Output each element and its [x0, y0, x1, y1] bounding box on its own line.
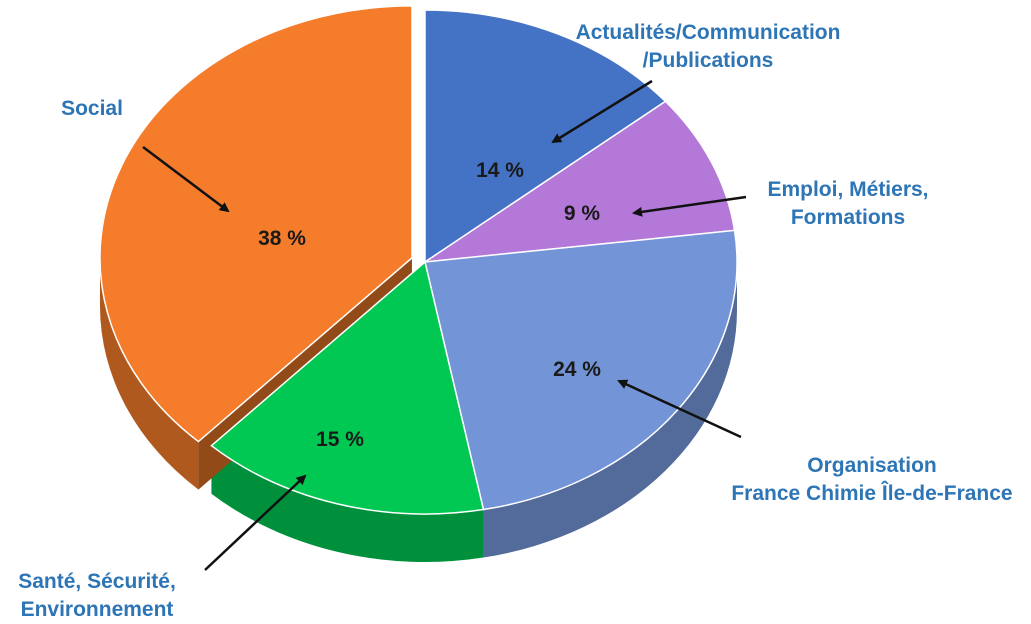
pie-slices: [99, 5, 738, 515]
pie-side-3: [211, 445, 484, 562]
pie-slice-4: [99, 5, 413, 443]
category-label-line: /Publications: [643, 49, 774, 72]
label-arrows: [142, 79, 747, 571]
percent-label-3: 15 %: [316, 428, 364, 451]
category-label-line: Environnement: [21, 598, 174, 621]
category-label-3: Santé, Sécurité, Environnement: [18, 570, 176, 621]
category-label-line: Santé, Sécurité,: [18, 570, 176, 593]
percent-label-0: 14 %: [476, 159, 524, 182]
label-arrow-4: [142, 146, 230, 213]
category-label-4: Social: [61, 97, 123, 120]
category-label-line: Social: [61, 97, 123, 120]
label-arrow-3: [204, 474, 307, 571]
pie-side-2: [483, 262, 737, 558]
pie-slice-0: [424, 9, 667, 264]
category-label-line: Emploi, Métiers,: [767, 178, 928, 201]
label-arrow-1: [632, 195, 747, 217]
pie-slice-3: [210, 260, 485, 515]
category-labels: Actualités/Communication/Publications Emp…: [18, 21, 1012, 621]
percent-label-4: 38 %: [258, 227, 306, 250]
pie-slice-2: [424, 229, 738, 511]
category-label-line: Organisation: [807, 454, 937, 477]
percent-label-2: 24 %: [553, 358, 601, 381]
category-label-1: Emploi, Métiers, Formations: [767, 178, 928, 229]
category-label-line: Formations: [791, 206, 905, 229]
percent-label-1: 9 %: [564, 202, 601, 225]
label-arrow-2: [617, 379, 742, 439]
pie-slice-1: [424, 100, 736, 263]
label-arrow-0: [551, 79, 653, 144]
pie-side-4: [99, 257, 199, 490]
percent-labels: 14 % 9 % 24 % 15 % 38 %: [258, 159, 601, 451]
category-label-line: Actualités/Communication: [576, 21, 841, 44]
category-label-2: Organisation France Chimie Île-de-France: [731, 454, 1012, 505]
category-label-line: France Chimie Île-de-France: [731, 481, 1012, 505]
category-label-0: Actualités/Communication/Publications: [576, 21, 841, 72]
